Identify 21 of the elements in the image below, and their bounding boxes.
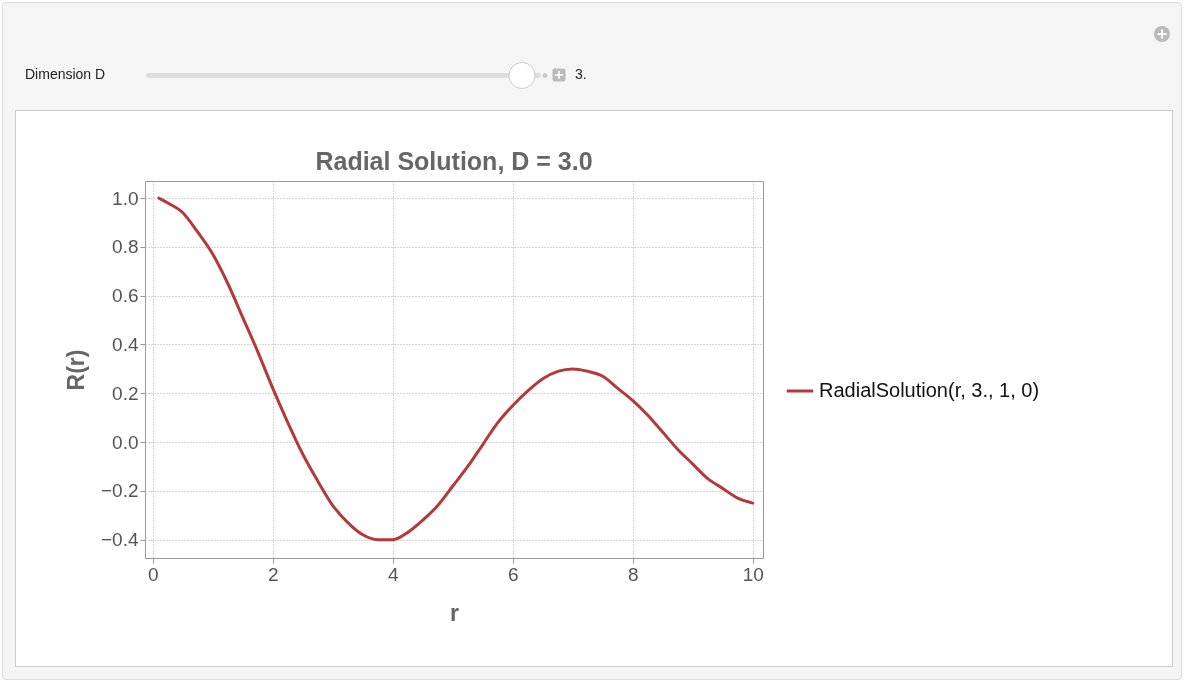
chart-title: Radial Solution, D = 3.0 xyxy=(315,147,593,175)
y-axis-title: R(r) xyxy=(62,349,89,391)
x-tick-label: 2 xyxy=(268,563,279,585)
y-tick-label: 0.6 xyxy=(112,285,139,307)
y-tick-label: 0.4 xyxy=(112,333,139,355)
line-series xyxy=(157,196,755,542)
y-tick-label: −0.4 xyxy=(100,529,139,551)
text: 3. xyxy=(575,66,587,82)
x-tick-label: 8 xyxy=(628,563,639,585)
x-tick-label: 6 xyxy=(508,563,519,585)
x-axis-title: r xyxy=(450,599,460,626)
x-tick-label: 10 xyxy=(742,563,764,585)
y-tick-label: 0.0 xyxy=(112,431,139,453)
legend-label: RadialSolution(r, 3., 1, 0) xyxy=(819,379,1040,401)
x-tick-label: 4 xyxy=(388,563,400,585)
x-tick-label: 0 xyxy=(148,563,159,585)
y-tick-label: 0.2 xyxy=(112,382,139,404)
text: Dimension D xyxy=(25,66,106,82)
y-tick-label: 1.0 xyxy=(112,187,139,209)
y-tick-label: −0.2 xyxy=(100,480,139,502)
y-tick-label: 0.8 xyxy=(112,236,139,258)
